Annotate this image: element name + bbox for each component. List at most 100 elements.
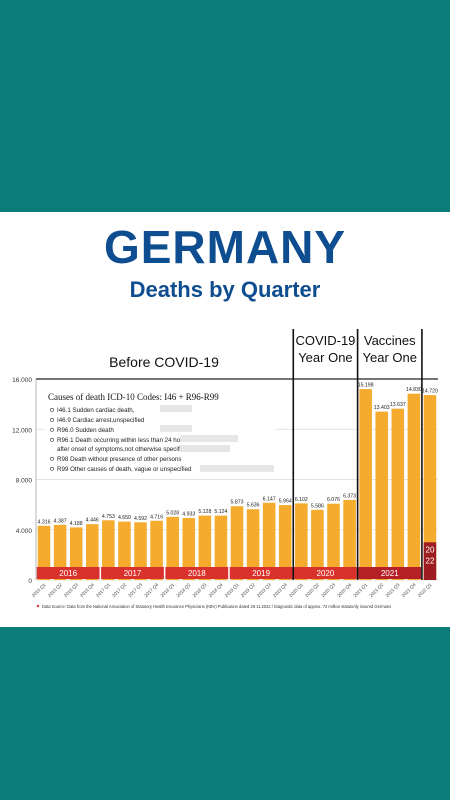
year-band	[165, 567, 229, 579]
x-tick-label: 2020 Q1	[288, 582, 304, 598]
x-tick-label: 2020 Q2	[304, 582, 320, 598]
x-tick-label: 2019 Q3	[256, 582, 272, 598]
annotation-covid-line1: COVID-19	[295, 333, 355, 348]
bar	[327, 503, 340, 580]
bar	[214, 515, 228, 580]
bar-value-label: 15.198	[358, 383, 374, 389]
bar-value-label: 5.636	[247, 503, 260, 509]
year-band	[36, 567, 100, 579]
x-tick-label: 2021 Q4	[401, 582, 417, 598]
year-band	[101, 567, 164, 579]
bar	[150, 520, 163, 580]
x-tick-label: 2017 Q1	[95, 582, 111, 598]
bar-value-label: 5.586	[311, 503, 324, 509]
year-band-label: 2017	[124, 569, 142, 578]
bar	[86, 524, 99, 580]
bar-value-label: 4.933	[182, 512, 195, 518]
legend-highlight	[180, 445, 230, 452]
bar-value-label: 4.316	[38, 519, 51, 525]
bar-value-label: 5.128	[198, 509, 211, 515]
y-tick-label: 8.000	[16, 478, 33, 485]
bar-value-label: 5.873	[231, 500, 244, 506]
year-band-label: 2020	[317, 569, 335, 578]
bar-value-label: 4.716	[150, 514, 163, 520]
bar	[375, 411, 388, 580]
year-band	[358, 567, 422, 579]
year-band-label: 2018	[188, 569, 206, 578]
x-tick-label: 2021 Q3	[385, 582, 401, 598]
bar-value-label: 5.964	[279, 499, 292, 505]
x-tick-label: 2019 Q4	[272, 582, 288, 598]
bar-value-label: 5.124	[214, 509, 227, 515]
page-title: GERMANY	[103, 221, 347, 273]
annotation-covid-line2: Year One	[298, 350, 352, 365]
x-tick-label: 2018 Q1	[159, 582, 175, 598]
x-tick-label: 2017 Q2	[111, 582, 127, 598]
year-band-label: 2019	[252, 569, 270, 578]
bar-value-label: 13.403	[374, 405, 390, 411]
legend-bullet	[50, 456, 54, 461]
legend-highlight	[200, 465, 274, 472]
annotation-vaccines-line2: Year One	[363, 350, 417, 365]
legend-bullet	[50, 407, 54, 412]
year-band-2022	[423, 542, 437, 580]
legend-item: after onset of symptoms,not otherwise sp…	[57, 446, 188, 453]
year-band-2022-label: 22	[426, 556, 435, 565]
bar-value-label: 4.446	[86, 518, 99, 524]
year-band-label: 2016	[59, 569, 77, 578]
legend-bullet	[50, 417, 54, 422]
bar-value-label: 4.387	[54, 518, 67, 524]
x-tick-label: 2021 Q1	[352, 582, 368, 598]
bar	[118, 521, 131, 580]
bar	[407, 393, 421, 580]
x-tick-label: 2018 Q3	[192, 582, 208, 598]
bar	[246, 509, 260, 580]
page-subtitle: Deaths by Quarter	[129, 277, 321, 302]
legend-item: R96.1 Death occurring within less than 2…	[57, 437, 189, 444]
bar-value-label: 4.650	[118, 515, 131, 521]
bar	[69, 527, 83, 580]
x-tick-label: 2018 Q2	[175, 582, 191, 598]
legend-bullet	[50, 437, 54, 442]
x-tick-label: 2022 Q1	[417, 582, 433, 598]
footnote: Data Source: Data from the National Asso…	[42, 604, 391, 609]
x-tick-label: 2016 Q3	[63, 582, 79, 598]
legend-item: I46.1 Sudden cardiac death,	[57, 407, 135, 414]
y-tick-label: 4.000	[16, 528, 33, 535]
legend-bullet	[50, 427, 54, 432]
x-tick-label: 2021 Q2	[368, 582, 384, 598]
annotation-layer: Before COVID-19 COVID-19 Year One Vaccines Y…	[36, 329, 423, 609]
x-tick-label: 2020 Q3	[320, 582, 336, 598]
x-tick-label: 2020 Q4	[336, 582, 352, 598]
bar	[295, 503, 308, 580]
bar-value-label: 14.830	[406, 387, 422, 393]
y-tick-label: 16.000	[12, 377, 32, 384]
bar-value-label: 13.637	[390, 402, 406, 408]
bar	[359, 389, 372, 580]
legend-title: Causes of death ICD-10 Codes: I46 + R96-…	[48, 392, 219, 402]
bar-value-label: 4.188	[70, 521, 83, 527]
x-tick-label: 2019 Q2	[240, 582, 256, 598]
bar-value-label: 6.076	[327, 497, 340, 503]
bar	[134, 522, 147, 580]
bar-value-label: 14.720	[422, 389, 438, 395]
bars-layer	[36, 389, 437, 580]
year-band	[294, 567, 357, 579]
year-band-label: 2021	[381, 569, 399, 578]
bar-value-label: 5.028	[166, 510, 179, 516]
bar	[198, 515, 212, 580]
annotation-vaccines-line1: Vaccines	[364, 333, 416, 348]
annotation-before-covid: Before COVID-19	[109, 354, 219, 370]
bar	[343, 499, 356, 580]
bar	[278, 505, 292, 580]
bar	[37, 525, 51, 580]
bar	[53, 524, 67, 580]
x-tick-label: 2016 Q4	[79, 582, 95, 598]
legend-item: R96.0 Sudden death	[57, 427, 114, 434]
footnote-bullet	[36, 604, 40, 608]
x-tick-label: 2016 Q2	[47, 582, 63, 598]
x-tick-label: 2019 Q1	[224, 582, 240, 598]
x-tick-label: 2018 Q4	[208, 582, 224, 598]
legend-item: R98 Death without presence of other pers…	[57, 456, 182, 463]
